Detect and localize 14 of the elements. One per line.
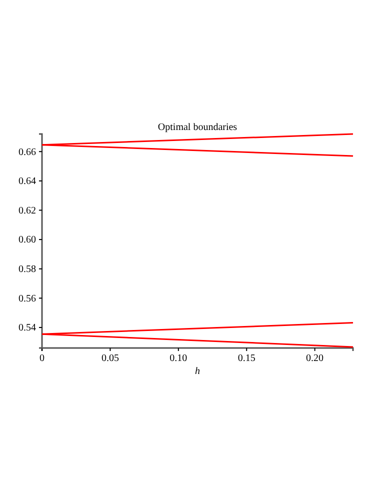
y-tick-label: 0.54 bbox=[18, 322, 36, 334]
y-tick-label: 0.66 bbox=[18, 146, 36, 158]
y-tick-label: 0.58 bbox=[18, 264, 36, 276]
x-axis-title: h bbox=[195, 366, 200, 377]
y-tick-label: 0.60 bbox=[18, 234, 36, 246]
x-tick-label: 0 bbox=[40, 353, 44, 364]
y-tick-label: 0.64 bbox=[18, 176, 36, 188]
x-tick-label: 0.10 bbox=[170, 353, 188, 364]
x-tick-label: 0.15 bbox=[238, 353, 256, 364]
y-tick-label: 0.56 bbox=[18, 293, 36, 304]
chart-title: Optimal boundaries bbox=[158, 122, 238, 133]
y-tick-label: 0.62 bbox=[18, 205, 36, 216]
x-tick-label: 0.05 bbox=[101, 353, 119, 364]
x-tick-label: 0.20 bbox=[306, 353, 324, 364]
